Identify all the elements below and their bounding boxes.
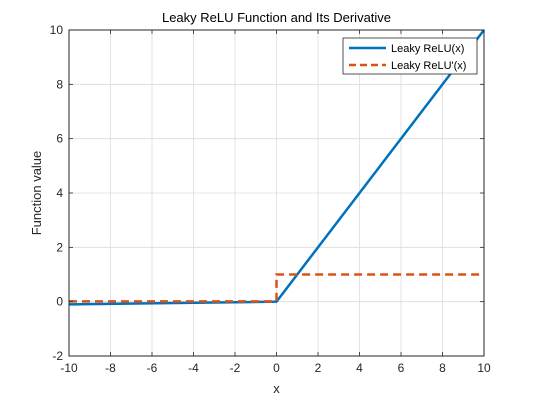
y-tick-label: 8 — [56, 77, 63, 91]
x-tick-label: 8 — [439, 361, 446, 375]
legend-label-leaky-relu: Leaky ReLU(x) — [391, 43, 464, 55]
ticks: -10 -8 -6 -4 -2 0 2 4 6 8 10 -2 0 2 4 6 8 10 — [50, 23, 491, 375]
x-tick-label: 2 — [315, 361, 322, 375]
x-tick-label: 4 — [356, 361, 363, 375]
series-layer — [68, 29, 485, 306]
x-tick-label: 0 — [273, 361, 280, 375]
y-tick-label: 10 — [50, 23, 64, 37]
x-tick-label: -2 — [230, 361, 241, 375]
legend: Leaky ReLU(x) Leaky ReLU'(x) — [342, 37, 478, 75]
legend-box — [342, 37, 478, 75]
x-tick-label: -8 — [105, 361, 116, 375]
y-tick-label: 6 — [56, 132, 63, 146]
x-tick-label: 10 — [477, 361, 491, 375]
x-tick-label: -4 — [188, 361, 199, 375]
series-line-leaky-relu-derivative — [69, 273, 484, 303]
y-tick-label: 0 — [56, 295, 63, 309]
y-tick-label: 2 — [56, 240, 63, 254]
y-tick-label: -2 — [52, 349, 63, 363]
series-line-leaky-relu — [68, 29, 485, 306]
x-axis-label: x — [273, 381, 280, 396]
y-axis-label: Function value — [29, 151, 44, 236]
x-tick-label: -6 — [147, 361, 158, 375]
x-tick-label: -10 — [60, 361, 78, 375]
legend-label-leaky-relu-derivative: Leaky ReLU'(x) — [391, 60, 466, 72]
y-tick-label: 4 — [56, 186, 63, 200]
chart-title: Leaky ReLU Function and Its Derivative — [162, 10, 391, 25]
x-tick-label: 6 — [398, 361, 405, 375]
